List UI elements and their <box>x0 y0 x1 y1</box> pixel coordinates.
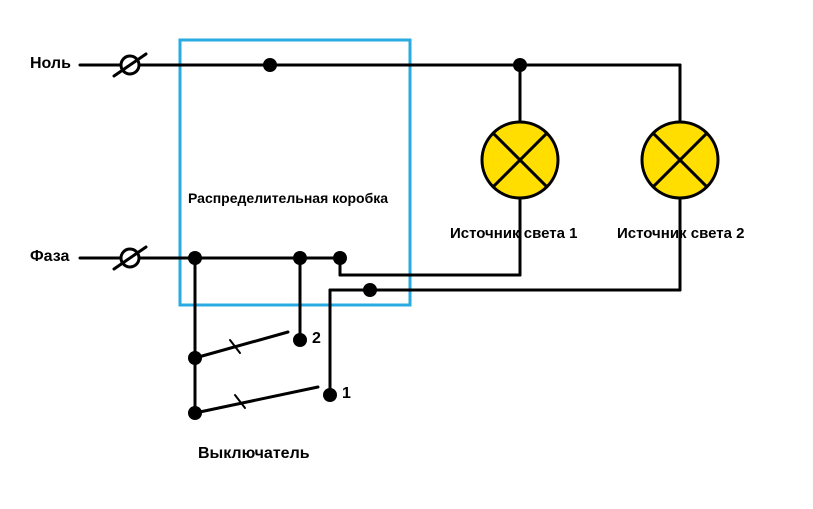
light-source-2-label: Источник света 2 <box>617 225 744 242</box>
terminal-2-label: 2 <box>312 330 321 348</box>
phase-label: Фаза <box>30 248 69 266</box>
neutral-label: Ноль <box>30 55 71 73</box>
terminal-1-label: 1 <box>342 385 351 403</box>
switch-label: Выключатель <box>198 445 310 463</box>
junction-box-label: Распределительная коробка <box>188 190 388 206</box>
light-source-1-label: Источник света 1 <box>450 225 577 242</box>
